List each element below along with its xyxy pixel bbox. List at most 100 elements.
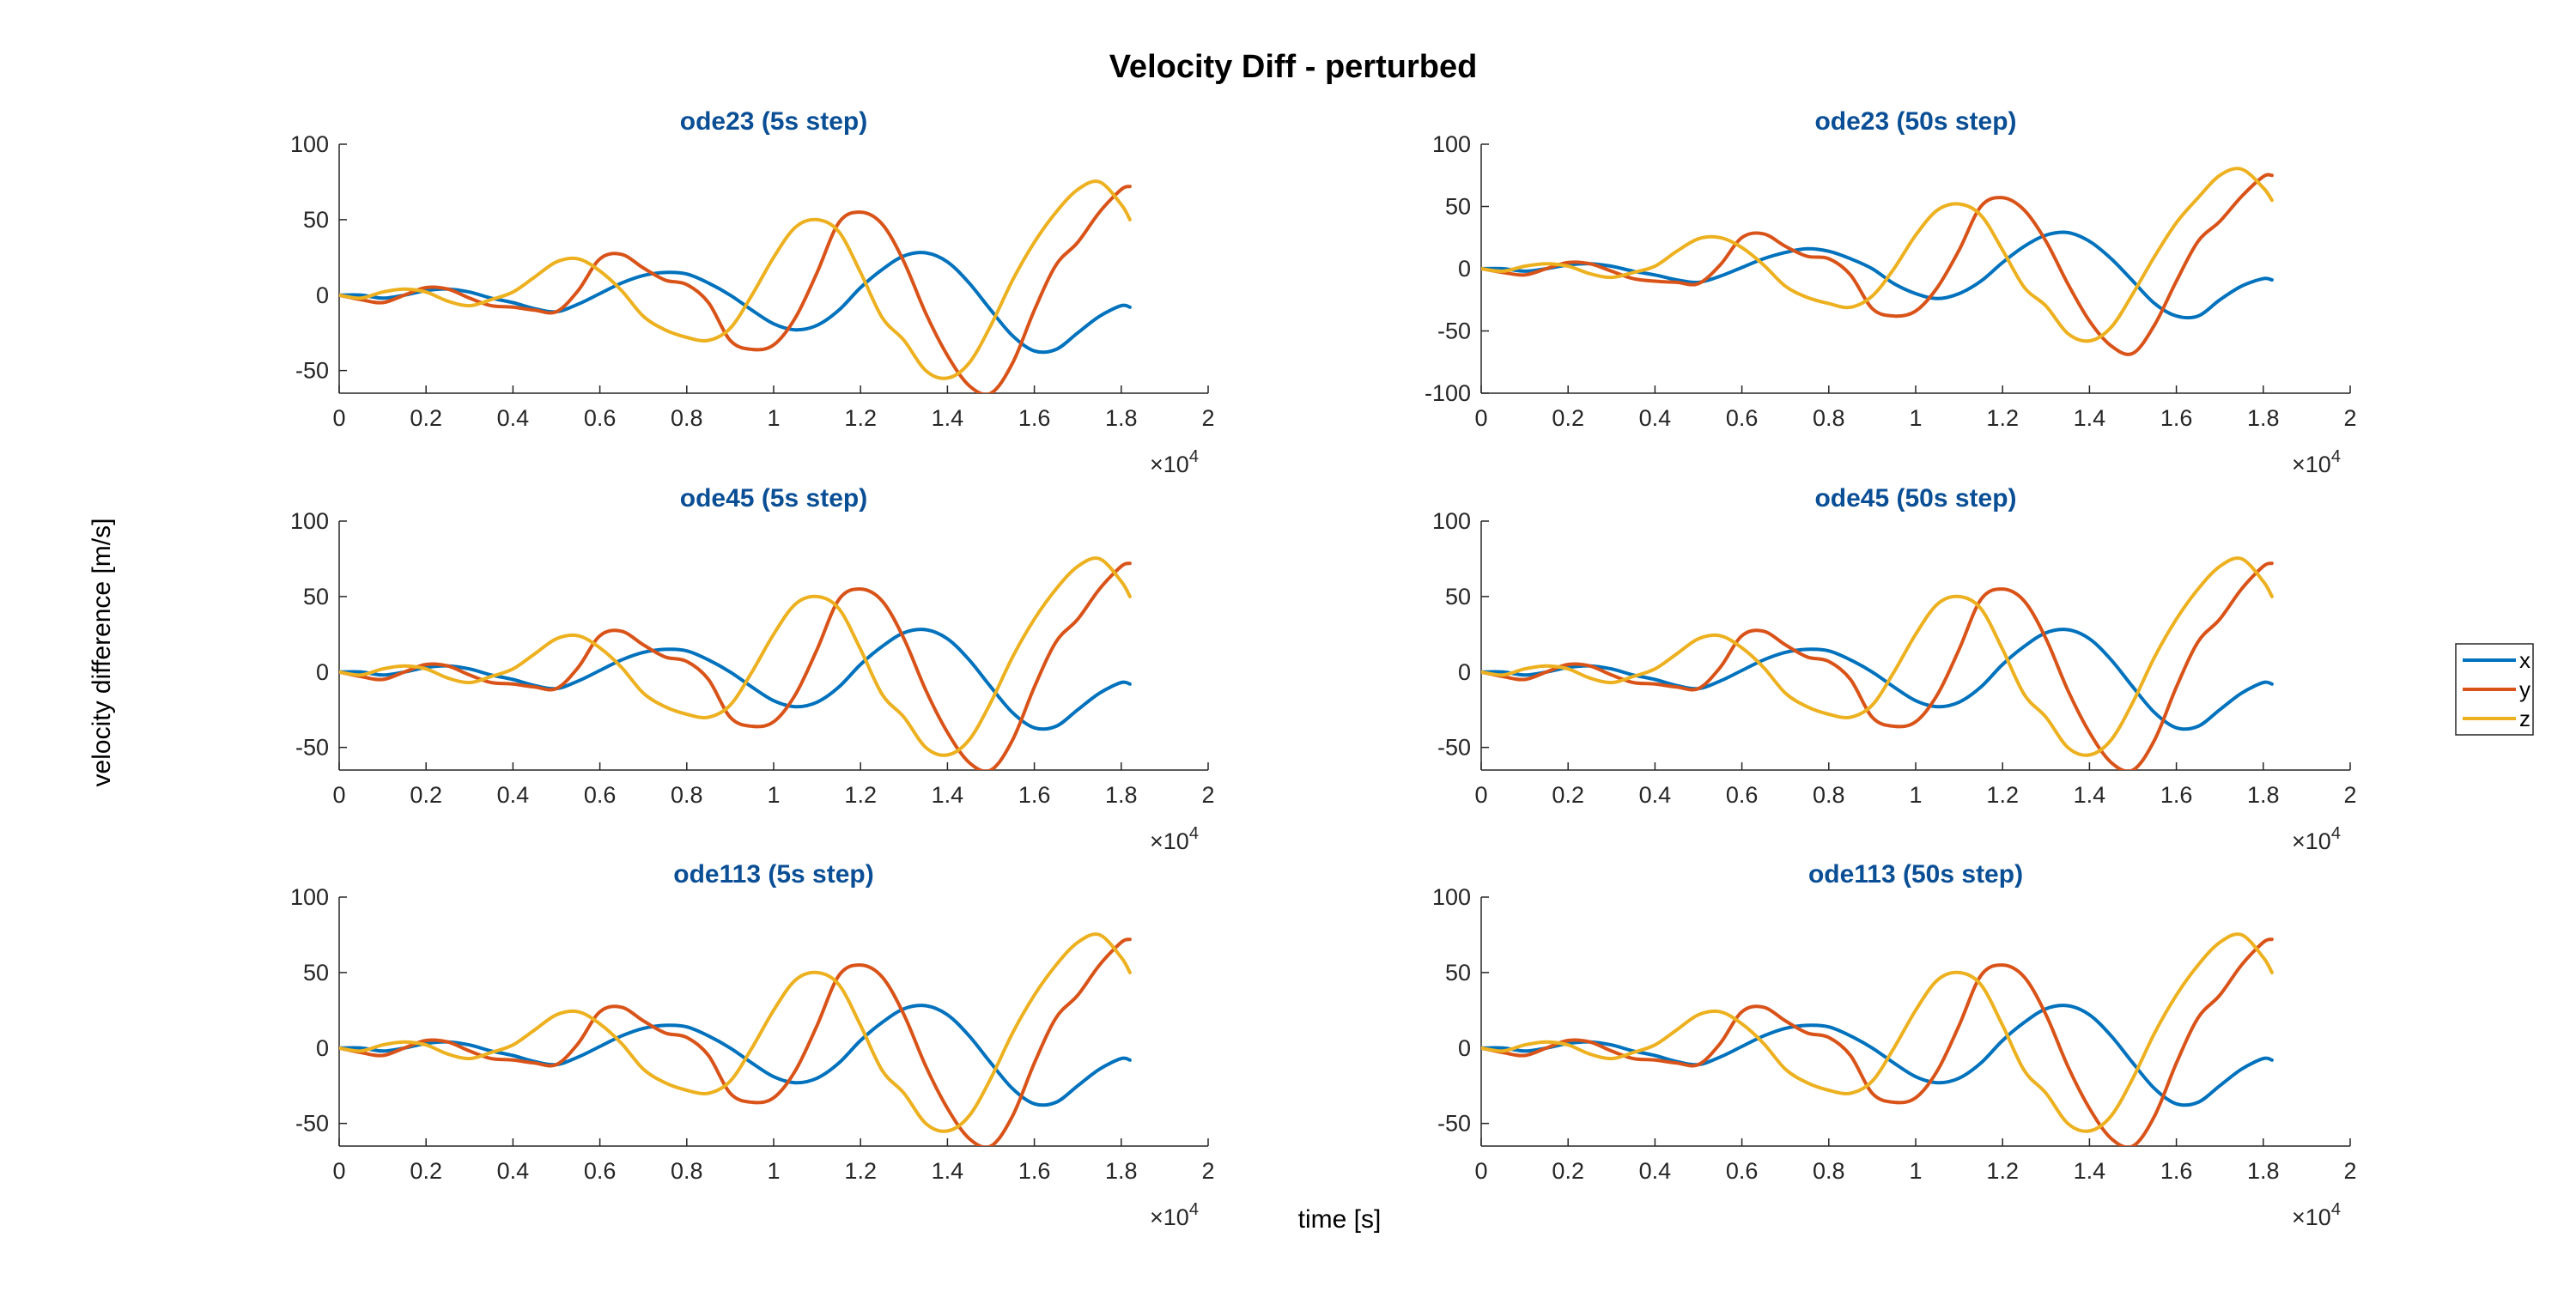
x-tick-label: 1.2 bbox=[844, 405, 877, 431]
y-tick-label: 0 bbox=[316, 659, 329, 685]
x-tick-label: 0 bbox=[1474, 782, 1487, 808]
x-tick-label: 0.2 bbox=[1552, 782, 1584, 808]
series-line-x bbox=[339, 628, 1132, 731]
x-tick-label: 1.4 bbox=[932, 405, 964, 431]
x-tick-label: 0 bbox=[332, 405, 345, 431]
x-tick-label: 0 bbox=[332, 782, 345, 808]
y-tick-label: 100 bbox=[290, 884, 329, 910]
x-tick-label: 0.2 bbox=[410, 782, 442, 808]
x-tick-label: 0.8 bbox=[671, 1158, 703, 1184]
series-line-y bbox=[339, 937, 1132, 1146]
series-line-y bbox=[339, 185, 1132, 393]
x-tick-label: 1.8 bbox=[2247, 782, 2280, 808]
series-line-x bbox=[339, 251, 1132, 355]
x-tick-label: 0.2 bbox=[410, 1158, 442, 1184]
series-line-z bbox=[339, 556, 1132, 757]
x-tick-label: 1 bbox=[767, 405, 780, 431]
subplot-ode45-5s: ode45 (5s step) 0 0.2 0.4 0.6 0.8 1 1.2 1.4 1.6 1.… bbox=[290, 484, 1215, 854]
series-line-y bbox=[339, 561, 1132, 770]
x-tick-label: 0.6 bbox=[1726, 1158, 1759, 1184]
subplot-title: ode45 (50s step) bbox=[1814, 484, 2016, 513]
y-tick-label: 50 bbox=[303, 584, 329, 610]
subplot-title: ode45 (5s step) bbox=[680, 484, 867, 513]
series-line-y bbox=[1481, 561, 2274, 770]
subplot-ode23-50s: ode23 (50s step) 0 0.2 0.4 0.6 0.8 1 1.2 1.4 1.6 1… bbox=[1425, 107, 2357, 477]
series-line-z bbox=[339, 932, 1132, 1133]
x-tick-label: 0.4 bbox=[497, 1158, 530, 1184]
y-tick-label: 50 bbox=[1445, 960, 1471, 986]
x-tick-label: 1.4 bbox=[2074, 405, 2106, 431]
x-tick-label: 0.4 bbox=[497, 405, 530, 431]
x-tick-label: 1.4 bbox=[2074, 1158, 2106, 1184]
y-tick-label: 100 bbox=[290, 508, 329, 534]
x-tick-label: 0.8 bbox=[671, 405, 703, 431]
x-tick-label: 0.6 bbox=[584, 782, 617, 808]
y-tick-label: -100 bbox=[1425, 380, 1471, 406]
x-tick-label: 0.2 bbox=[1552, 1158, 1584, 1184]
subplot-title: ode113 (50s step) bbox=[1808, 860, 2023, 889]
x-tick-label: 0.6 bbox=[1726, 405, 1759, 431]
x-tick-label: 1.8 bbox=[2247, 1158, 2280, 1184]
y-tick-label: -50 bbox=[295, 735, 329, 761]
x-tick-label: 1.6 bbox=[1018, 1158, 1051, 1184]
x-tick-label: 0.4 bbox=[497, 782, 530, 808]
y-tick-label: 50 bbox=[303, 207, 329, 233]
x-tick-label: 0.4 bbox=[1639, 405, 1672, 431]
subplot-ode45-50s: ode45 (50s step) 0 0.2 0.4 0.6 0.8 1 1.2 1.4 1.6 1… bbox=[1432, 484, 2357, 854]
subplot-ode23-5s: ode23 (5s step) 0 0.2 0.4 0.6 0.8 1 1.2 1.4 1.6 1.… bbox=[290, 107, 1215, 477]
y-tick-label: 50 bbox=[303, 960, 329, 986]
series-line-z bbox=[1481, 556, 2274, 757]
x-tick-label: 0.8 bbox=[1813, 405, 1845, 431]
y-tick-label: 0 bbox=[1458, 256, 1471, 282]
x-tick-label: 2 bbox=[1201, 782, 1214, 808]
y-tick-label: 0 bbox=[316, 282, 329, 308]
subplot-title: ode23 (5s step) bbox=[680, 107, 867, 136]
y-tick-label: 0 bbox=[316, 1035, 329, 1061]
y-tick-label: -50 bbox=[295, 358, 329, 384]
series-line-x bbox=[1481, 1004, 2274, 1107]
x-tick-label: 0.6 bbox=[584, 1158, 617, 1184]
y-tick-label: 100 bbox=[1432, 884, 1471, 910]
legend-label-y: y bbox=[2519, 676, 2530, 702]
x-tick-label: 1 bbox=[767, 1158, 780, 1184]
x-exponent-label: ×104 bbox=[2292, 447, 2341, 477]
x-tick-label: 1 bbox=[767, 782, 780, 808]
x-tick-label: 1.4 bbox=[932, 782, 964, 808]
legend-label-z: z bbox=[2519, 706, 2530, 731]
series-line-z bbox=[1481, 167, 2274, 343]
y-tick-label: -50 bbox=[295, 1111, 329, 1137]
series-line-z bbox=[339, 179, 1132, 380]
y-tick-label: 100 bbox=[1432, 131, 1471, 157]
series-line-y bbox=[1481, 937, 2274, 1146]
x-tick-label: 1.2 bbox=[1986, 1158, 2019, 1184]
subplot-ode113-50s: ode113 (50s step) 0 0.2 0.4 0.6 0.8 1 1.2 1.4 1.6… bbox=[1432, 860, 2357, 1230]
x-tick-label: 1.6 bbox=[2160, 405, 2193, 431]
y-tick-label: 100 bbox=[1432, 508, 1471, 534]
series-line-x bbox=[339, 1004, 1132, 1107]
x-axis-label: time [s] bbox=[1298, 1205, 1382, 1234]
x-exponent-label: ×104 bbox=[1150, 447, 1199, 477]
x-tick-label: 1.8 bbox=[1105, 782, 1138, 808]
x-exponent-label: ×104 bbox=[2292, 1200, 2341, 1230]
x-tick-label: 1 bbox=[1909, 1158, 1922, 1184]
legend-label-x: x bbox=[2519, 647, 2530, 673]
x-tick-label: 0.2 bbox=[1552, 405, 1584, 431]
x-tick-label: 2 bbox=[2343, 1158, 2356, 1184]
x-tick-label: 2 bbox=[1201, 1158, 1214, 1184]
y-tick-label: 0 bbox=[1458, 659, 1471, 685]
x-tick-label: 0.6 bbox=[584, 405, 617, 431]
x-tick-label: 0.2 bbox=[410, 405, 442, 431]
x-tick-label: 1.6 bbox=[2160, 782, 2193, 808]
x-exponent-label: ×104 bbox=[2292, 824, 2341, 854]
y-tick-label: 0 bbox=[1458, 1035, 1471, 1061]
y-tick-label: -50 bbox=[1437, 735, 1471, 761]
series-line-z bbox=[1481, 932, 2274, 1133]
series-line-y bbox=[1481, 173, 2274, 356]
y-tick-label: 50 bbox=[1445, 194, 1471, 220]
y-tick-label: -50 bbox=[1437, 318, 1471, 344]
x-tick-label: 1 bbox=[1909, 405, 1922, 431]
x-tick-label: 2 bbox=[2343, 405, 2356, 431]
x-tick-label: 2 bbox=[1201, 405, 1214, 431]
x-exponent-label: ×104 bbox=[1150, 824, 1199, 854]
x-tick-label: 0 bbox=[1474, 405, 1487, 431]
